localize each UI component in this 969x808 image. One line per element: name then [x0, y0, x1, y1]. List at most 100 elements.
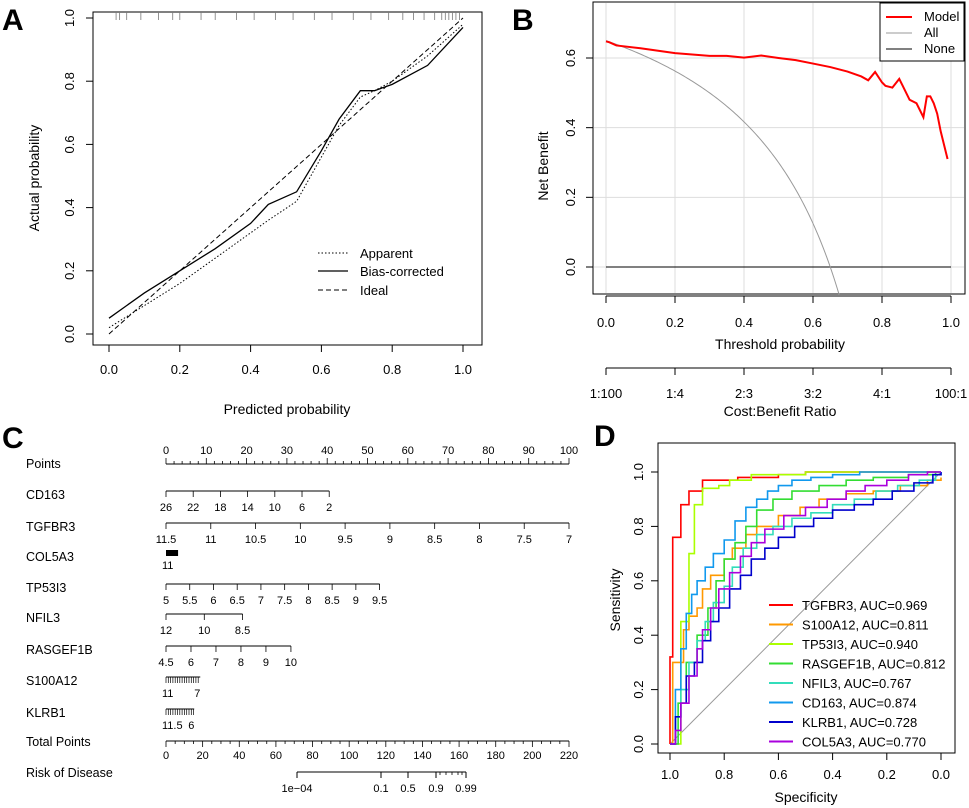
- nomogram-tick-label: 18: [214, 502, 226, 514]
- nomogram-tick-label: 9: [387, 534, 393, 546]
- panel-d-xlabel: Specificity: [774, 789, 837, 805]
- panel-b-line-all: [605, 40, 840, 295]
- legend-bias-label: Bias-corrected: [360, 264, 444, 279]
- nomogram-tick-label: 7: [194, 688, 200, 700]
- panel-b-cb-tick-label: 2:3: [735, 386, 753, 401]
- panel-d-ytick-label: 0.6: [631, 572, 646, 590]
- nomogram-tick-label: 8.5: [235, 625, 250, 637]
- nomogram-tick-label: 180: [487, 750, 505, 762]
- panel-d-legend: TGFBR3, AUC=0.969 S100A12, AUC=0.811 TP53I…: [769, 598, 945, 750]
- panel-d-xtick-label: 1.0: [661, 767, 679, 782]
- panel-d-ytick-label: 0.8: [631, 517, 646, 535]
- panel-b-xtick-label: 0.8: [873, 315, 891, 330]
- nomogram-tick-label: 20: [240, 445, 252, 457]
- panel-d-ytick-label: 0.2: [631, 681, 646, 699]
- nomogram-tick-label: 0.99: [455, 783, 476, 795]
- panel-b: B 0.0 0.2 0.4 0.6 0.8 1.0 0.0 0.2 0.4 0.6 Thresh…: [512, 1, 967, 419]
- panel-d-ytick-label: 1.0: [631, 463, 646, 481]
- roc-curve-col5a3: [670, 471, 941, 745]
- panel-a: A 0.0 0.2 0.4 0.6 0.8 1.0 0.00.20.40.60.81.0 …: [2, 4, 483, 417]
- nomogram-tick-label: 9: [263, 657, 269, 669]
- legend-cd163-label: CD163, AUC=0.874: [802, 696, 917, 711]
- panel-b-xtick-label: 0.2: [666, 315, 684, 330]
- panel-b-legend: Model All None: [879, 2, 965, 62]
- nomogram-tick-label: 160: [450, 750, 468, 762]
- panel-a-xtick-label: 0.8: [383, 362, 401, 377]
- nomogram-row-label: KLRB1: [26, 706, 66, 720]
- nomogram-row-label: TGFBR3: [26, 520, 75, 534]
- panel-d-xtick-label: 0.4: [824, 767, 842, 782]
- legend-tgfbr3-label: TGFBR3, AUC=0.969: [802, 598, 927, 613]
- panel-b-cb-tick-label: 4:1: [873, 386, 891, 401]
- nomogram-tick-label: 80: [306, 750, 318, 762]
- nomogram-tick-label: 10: [294, 534, 306, 546]
- panel-b-letter: B: [512, 4, 534, 37]
- panel-b-frame: [592, 1, 966, 295]
- panel-a-ytick-label: 0.4: [62, 199, 77, 217]
- legend-rasgef1b-label: RASGEF1B, AUC=0.812: [802, 657, 945, 672]
- panel-a-legend: Apparent Bias-corrected Ideal: [318, 246, 444, 298]
- nomogram-tick-label: 40: [321, 445, 333, 457]
- panel-b-y-axis: 0.0 0.2 0.4 0.6: [563, 49, 593, 276]
- legend-apparent-label: Apparent: [360, 246, 413, 261]
- nomogram-row-label: Risk of Disease: [26, 766, 113, 780]
- nomogram-tick-label: 22: [187, 502, 199, 514]
- nomogram-tick-label: 6: [188, 657, 194, 669]
- nomogram-tick-label: 8: [238, 657, 244, 669]
- nomogram-tick-label: 7.5: [517, 534, 532, 546]
- legend-model-label: Model: [924, 9, 960, 24]
- nomogram-tick-label: 5: [163, 595, 169, 607]
- panel-a-x-axis: 0.0 0.2 0.4 0.6 0.8 1.0: [100, 345, 472, 377]
- nomogram-tick-label: 7: [213, 657, 219, 669]
- panel-b-line-model: [605, 40, 949, 160]
- nomogram-row-label: CD163: [26, 488, 65, 502]
- panel-b-ytick-label: 0.0: [563, 258, 578, 276]
- panel-d-ytick-label: 0.4: [631, 626, 646, 644]
- nomogram-tick-label: 11: [162, 560, 173, 572]
- nomogram-tick-label: 8.5: [427, 534, 442, 546]
- panel-b-cost-benefit-axis: 1:100 1:4 2:3 3:2 4:1 100:1: [590, 367, 967, 401]
- nomogram-tick-label: 90: [523, 445, 535, 457]
- panel-a-ytick-label: 0.8: [62, 72, 77, 90]
- nomogram-tick-label: 11.5: [162, 720, 183, 732]
- nomogram-tick-label: 9.5: [372, 595, 387, 607]
- nomogram-tick-label: 40: [233, 750, 245, 762]
- nomogram-tick-label: 80: [482, 445, 494, 457]
- nomogram-tick-label: 11.5: [156, 534, 177, 546]
- panel-a-xtick-label: 0.4: [242, 362, 260, 377]
- panel-b-ylabel: Net Benefit: [535, 131, 551, 200]
- legend-klrb1-label: KLRB1, AUC=0.728: [802, 715, 917, 730]
- nomogram-tick-label: 9: [353, 595, 359, 607]
- panel-b-xtick-label: 0.0: [597, 315, 615, 330]
- panel-a-ytick-label: 0.2: [62, 262, 77, 280]
- nomogram-tick-label: 7.5: [277, 595, 292, 607]
- legend-nfil3-label: NFIL3, AUC=0.767: [802, 676, 911, 691]
- nomogram-row-label: Points: [26, 457, 61, 471]
- panel-a-xtick-label: 0.2: [171, 362, 189, 377]
- nomogram-tick-label: 6: [299, 502, 305, 514]
- panel-a-ylabel: Actual probability: [26, 125, 42, 232]
- nomogram-tick-label: 14: [241, 502, 253, 514]
- legend-none-label: None: [924, 41, 955, 56]
- panel-a-xtick-label: 0.6: [312, 362, 330, 377]
- panel-b-xtick-label: 1.0: [942, 315, 960, 330]
- nomogram-row-label: Total Points: [26, 735, 91, 749]
- nomogram-tick-label: 0.1: [373, 783, 388, 795]
- nomogram-tick-label: 6.5: [230, 595, 245, 607]
- nomogram-tick-label: 11: [162, 688, 173, 700]
- panel-a-lines: [108, 17, 464, 335]
- panel-b-xtick-label: 0.6: [804, 315, 822, 330]
- panel-d-xtick-label: 0.0: [932, 767, 950, 782]
- nomogram-tick-label: 8.5: [324, 595, 339, 607]
- panel-c-letter: C: [2, 422, 24, 455]
- nomogram-tick-label: 10: [200, 445, 212, 457]
- panel-a-y-axis: 0.0 0.2 0.4 0.6 0.8 1.0: [62, 9, 93, 343]
- nomogram-tick-label: 120: [377, 750, 395, 762]
- panel-b-ytick-label: 0.2: [563, 188, 578, 206]
- nomogram-tick-label: 30: [281, 445, 293, 457]
- nomogram-row-label: RASGEF1B: [26, 643, 93, 657]
- nomogram-tick-label: 4.5: [158, 657, 173, 669]
- nomogram-tick-label: 9.5: [337, 534, 352, 546]
